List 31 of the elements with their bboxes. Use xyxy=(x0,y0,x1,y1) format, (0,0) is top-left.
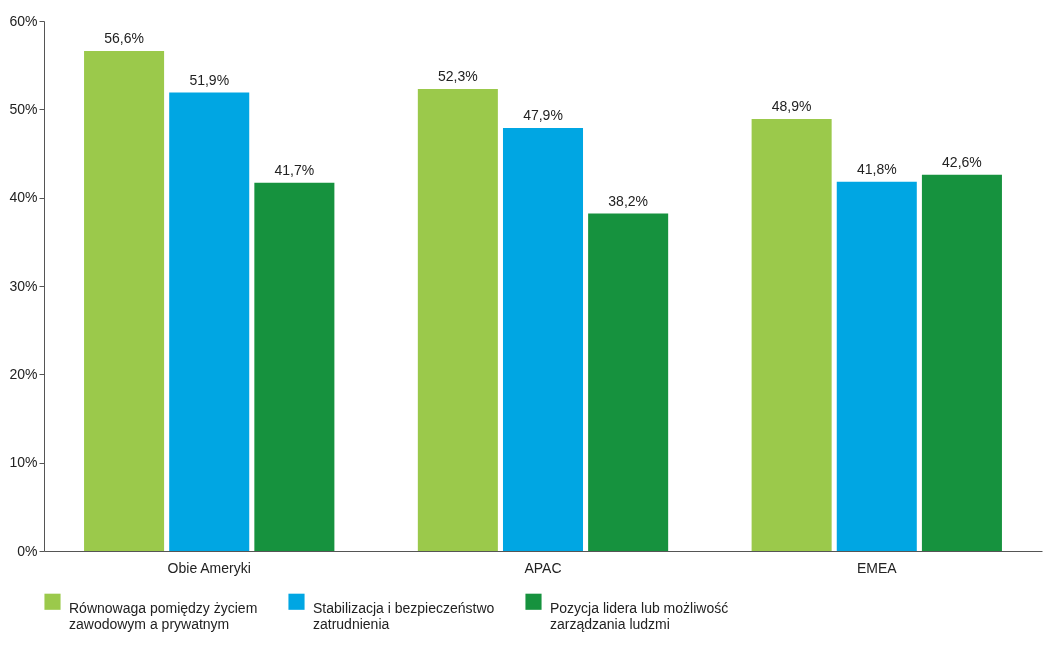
bar xyxy=(921,174,1002,551)
legend-label: Równowaga pomiędzy życiem zawodowym a prywatnym xyxy=(69,599,258,632)
data-label: 52,3% xyxy=(438,68,478,85)
bar xyxy=(84,51,165,551)
x-tick-label: APAC xyxy=(524,559,562,576)
bar xyxy=(588,213,669,551)
y-tick-label: 10% xyxy=(9,454,38,471)
legend-label: Pozycja lidera lub możliwość zarządzania ludzmi xyxy=(550,599,729,632)
bar xyxy=(417,89,498,551)
bar xyxy=(502,127,584,551)
bar xyxy=(751,119,832,551)
data-label: 48,9% xyxy=(771,98,812,115)
data-label: 41,7% xyxy=(274,161,315,178)
bar xyxy=(169,92,250,551)
y-tick-label: 20% xyxy=(9,365,38,382)
y-tick-label: 30% xyxy=(9,277,38,294)
data-label: 51,9% xyxy=(189,71,230,88)
data-label: 38,2% xyxy=(608,192,648,209)
y-tick-label: 40% xyxy=(9,189,38,206)
data-label: 47,9% xyxy=(523,106,563,123)
bar xyxy=(836,181,917,551)
legend-label: Stabilizacja i bezpieczeństwo zatrudnienia xyxy=(313,599,495,632)
bar xyxy=(254,182,335,551)
y-tick-label: 0% xyxy=(17,542,38,559)
data-label: 42,6% xyxy=(942,153,982,170)
y-tick-label: 50% xyxy=(9,100,38,117)
x-tick-label: EMEA xyxy=(856,559,898,576)
y-tick-label: 60% xyxy=(9,12,38,29)
x-tick-label: Obie Ameryki xyxy=(167,559,251,576)
data-label: 41,8% xyxy=(856,160,897,177)
data-label: 56,6% xyxy=(104,30,144,47)
